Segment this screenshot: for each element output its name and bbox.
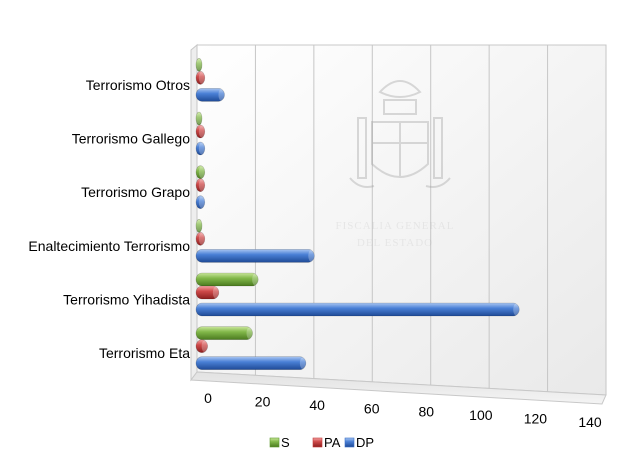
bar-pa-4 [195,124,206,139]
bar-pa-0 [195,339,208,353]
legend-swatch-s [269,437,280,448]
category-label: Terrorismo Otros [86,77,190,93]
bar-cap-s-5 [196,58,202,71]
bar-dp-0 [195,356,307,370]
watermark: FISCALIA GENERAL DEL ESTADO [336,80,455,249]
bar-cap-dp-0 [299,357,306,370]
legend-swatch-dp [344,437,355,448]
x-tick-label: 60 [364,400,380,416]
bar-dp-4 [195,141,206,156]
bar-dp-1 [195,302,520,317]
category-label: Terrorismo Grapo [81,184,190,200]
bar-cap-s-1 [252,273,259,286]
legend-label-pa: PA [324,435,341,450]
category-label: Terrorismo Gallego [72,131,190,147]
bar-s-2 [195,219,203,233]
bar-dp-3 [195,195,206,209]
bar-cap-pa-3 [198,179,205,192]
legend-label-dp: DP [356,435,374,450]
bar-cap-s-3 [198,166,205,179]
bar-cap-s-0 [246,327,253,340]
category-label: Terrorismo Eta [99,345,190,361]
x-tick-label: 140 [578,414,602,430]
bar-cap-dp-4 [198,142,205,155]
x-tick-label: 40 [309,397,325,413]
bar-cap-dp-1 [513,303,520,316]
bar-pa-2 [195,232,206,246]
category-label: Enaltecimiento Terrorismo [28,238,190,254]
bar-cap-dp-3 [198,196,205,209]
bar-cap-pa-5 [198,71,205,84]
bar-s-5 [195,58,203,72]
bar-cap-s-4 [196,112,202,125]
bar-cap-dp-5 [218,88,225,101]
bar-cap-s-2 [196,219,202,232]
bar-cap-dp-2 [308,249,315,262]
watermark-line1: FISCALIA GENERAL [336,220,455,232]
bar-s-1 [195,272,259,287]
bar-cap-pa-2 [198,232,205,245]
legend: S PA DP [269,435,374,450]
bar-s-3 [195,165,206,179]
x-tick-label: 120 [524,411,548,427]
x-tick-label: 0 [204,390,212,406]
bar-dp-5 [195,88,225,102]
x-tick-label: 20 [255,393,271,409]
legend-label-s: S [281,435,290,450]
x-tick-label: 100 [469,407,493,423]
watermark-emblem-icon [349,80,451,188]
category-labels: Terrorismo Eta Terrorismo Yihadista Enalte… [28,77,190,361]
bar-dp-2 [195,249,315,263]
bar-pa-3 [195,178,206,192]
gridlines [196,45,607,395]
bar-pa-1 [195,285,220,300]
bar-s-0 [195,326,253,340]
bar-cap-pa-4 [198,125,205,138]
bars [195,58,520,370]
category-label: Terrorismo Yihadista [63,292,190,308]
bar-cap-pa-1 [212,286,219,299]
watermark-line2: DEL ESTADO [357,237,433,249]
legend-swatch-pa [312,437,323,448]
x-axis-tick-labels: 0 20 40 60 80 100 120 140 [204,390,602,430]
bar-s-4 [195,111,203,126]
bar-cap-pa-0 [201,340,208,353]
bar-pa-5 [195,71,206,85]
x-tick-label: 80 [418,404,434,420]
